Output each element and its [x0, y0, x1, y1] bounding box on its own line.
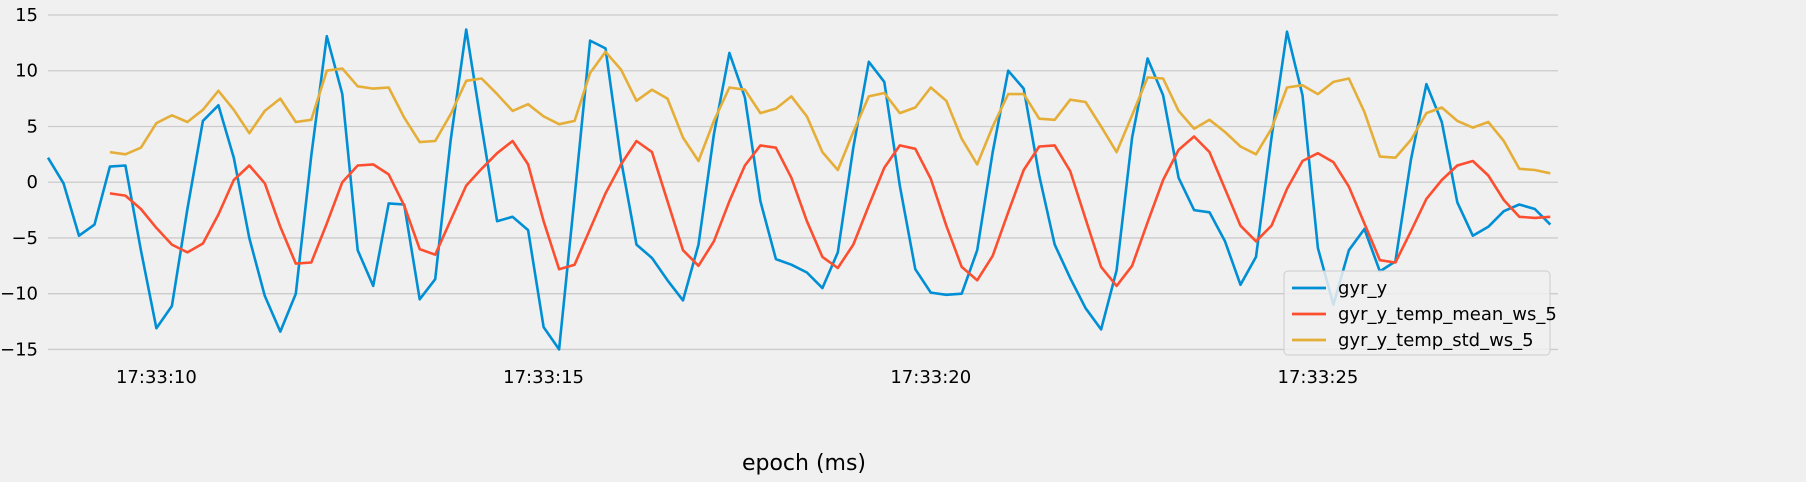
gridlines	[48, 14, 1558, 351]
y-tick-label: 10	[15, 61, 38, 82]
legend: gyr_y gyr_y_temp_mean_ws_5 gyr_y_temp_std_…	[1283, 270, 1557, 356]
y-tick-label: 5	[27, 116, 38, 137]
y-tick-label: −10	[0, 284, 38, 305]
y-tick-label: 15	[15, 5, 38, 26]
y-tick-label: −5	[11, 228, 38, 249]
legend-entry-label: gyr_y_temp_std_ws_5	[1338, 330, 1534, 351]
y-tick-label: −15	[0, 339, 38, 360]
legend-entry-label: gyr_y_temp_mean_ws_5	[1338, 304, 1557, 325]
series-line-gyr_y_temp_mean_ws_5	[109, 135, 1551, 288]
series-lines	[46, 28, 1552, 351]
x-tick-label: 17:33:20	[890, 367, 971, 388]
y-tick-labels: −15 −10 −5 0 5 10 15	[0, 5, 38, 360]
x-tick-label: 17:33:10	[116, 367, 197, 388]
x-tick-label: 17:33:15	[503, 367, 584, 388]
series-line-gyr_y_temp_std_ws_5	[109, 50, 1551, 175]
y-tick-label: 0	[27, 172, 38, 193]
legend-box	[1283, 270, 1551, 356]
legend-entry-label: gyr_y	[1338, 278, 1387, 299]
x-axis-label: epoch (ms)	[742, 451, 866, 476]
x-tick-labels: 17:33:10 17:33:15 17:33:20 17:33:25	[116, 367, 1358, 388]
x-tick-label: 17:33:25	[1278, 367, 1359, 388]
